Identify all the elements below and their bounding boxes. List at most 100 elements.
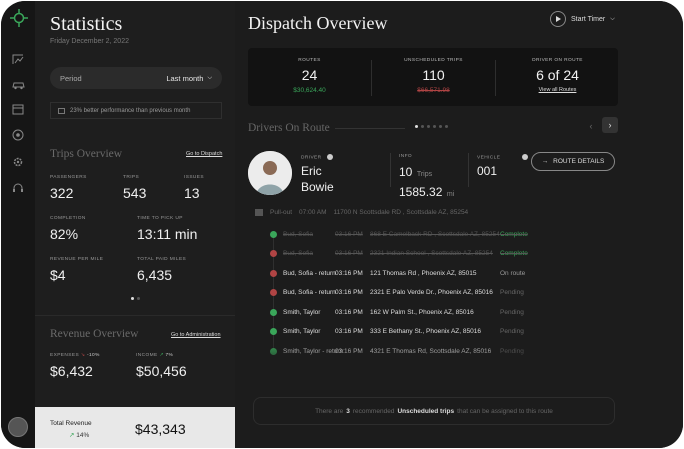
dispatch-summary: ROUTES 24 $30,624.40 UNSCHEDULED TRIPS 1…	[248, 48, 618, 106]
stop-time: 03:16 PM	[335, 230, 363, 238]
start-timer-button[interactable]: Start Timer ⌵	[550, 11, 615, 27]
stop-status-dot	[270, 230, 277, 238]
divider	[35, 315, 235, 316]
stop-status-dot	[270, 289, 277, 296]
trip-info: INFO 10 Trips 1585.32 mi	[399, 154, 455, 199]
total-revenue-label: Total Revenue	[50, 420, 92, 427]
stop-status: Pending	[500, 289, 524, 296]
unscheduled-summary: UNSCHEDULED TRIPS 110 $66,571.98	[404, 58, 463, 94]
stop-status: Complete	[500, 250, 528, 257]
stop-time: 03:16 PM	[335, 269, 363, 277]
route-stop-row[interactable]: Bud, Sofia - return 03:16 PM 2321 E Palo V…	[270, 287, 524, 299]
route-stop-row[interactable]: Smith, Taylor 03:16 PM 162 W Palm St., Pho…	[270, 306, 524, 318]
revenue-per-mile-stat: REVENUE PER MILE $4	[50, 257, 104, 283]
stop-status-dot	[270, 250, 277, 257]
garage-icon	[255, 209, 263, 216]
calendar-icon[interactable]	[11, 102, 25, 116]
statistics-panel: Statistics Friday December 2, 2022 Perio…	[35, 1, 235, 448]
total-revenue-value: $43,343	[135, 421, 186, 437]
stop-time: 03:16 PM	[335, 308, 363, 316]
trips-overview-heading: Trips Overview	[50, 148, 123, 160]
paid-miles-stat: TOTAL PAID MILES 6,435	[137, 257, 187, 283]
total-revenue-change: ↗ 14%	[69, 432, 90, 439]
dashboard-icon[interactable]	[11, 53, 25, 67]
stop-passenger: Bud, Sofia - return	[283, 269, 336, 277]
driver-first-name: Eric	[301, 164, 322, 179]
period-label: Period	[60, 73, 82, 83]
issues-stat: ISSUES 13	[184, 175, 204, 201]
user-avatar[interactable]	[8, 417, 28, 437]
total-revenue-card: Total Revenue ↗ 14% $43,343	[35, 407, 235, 448]
stop-address: 2321 Indian School , Scottsdale AZ, 8525…	[370, 250, 493, 257]
stop-status: Complete	[500, 230, 528, 238]
stop-address: 162 W Palm St., Phoenix AZ, 85016	[370, 308, 474, 316]
route-stop-row[interactable]: Bud, Sofia 03:16 PM 2321 Indian School , S…	[270, 248, 528, 260]
go-to-administration-link[interactable]: Go to Administration	[171, 332, 221, 338]
settings-icon[interactable]	[11, 155, 25, 169]
trips-stat: TRIPS 543	[123, 175, 147, 201]
info-icon	[327, 154, 334, 160]
expenses-stat: EXPENSES ↘ -10% $6,432	[50, 353, 100, 379]
dispatch-title: Dispatch Overview	[248, 13, 388, 33]
routes-summary: ROUTES 24 $30,624.40	[293, 58, 326, 94]
stop-passenger: Bud, Sofia	[283, 250, 313, 257]
stop-address: 121 Thomas Rd , Phoenix AZ, 85015	[370, 269, 477, 277]
nav-rail	[1, 1, 35, 448]
pullout-row: Pull-out 07:00 AM 11700 N Scottsdale RD …	[255, 209, 468, 216]
next-driver-button[interactable]: ›	[602, 117, 618, 133]
previous-driver-button[interactable]: ‹	[589, 121, 593, 131]
chevron-down-icon: ⌵	[207, 74, 212, 81]
performance-note: 23% better performance than previous mon…	[50, 102, 222, 119]
arrow-right-icon: →	[541, 158, 549, 165]
logo-icon	[10, 9, 28, 27]
route-details-button[interactable]: → ROUTE DETAILS	[531, 152, 615, 171]
stop-passenger: Bud, Sofia	[283, 230, 313, 238]
stop-passenger: Smith, Taylor	[283, 308, 321, 316]
route-stop-row[interactable]: Smith, Taylor 03:16 PM 333 E Bethany St., …	[270, 326, 524, 338]
trend-up-icon: ↗	[159, 353, 164, 358]
unscheduled-trips-link: Unscheduled trips	[397, 407, 455, 415]
divider	[335, 128, 405, 129]
revenue-overview-heading: Revenue Overview	[50, 328, 139, 340]
stop-passenger: Smith, Taylor	[283, 328, 321, 335]
driver-last-name: Bowie	[301, 180, 334, 195]
driver-info: DRIVER Eric Bowie	[301, 154, 334, 195]
recommendation-banner[interactable]: There are 3 recommended Unscheduled trip…	[253, 397, 615, 425]
chart-icon	[58, 107, 65, 114]
stop-time: 03:16 PM	[335, 289, 363, 296]
route-stop-row[interactable]: Bud, Sofia - return 03:16 PM 121 Thomas Rd…	[270, 267, 525, 279]
route-stop-row[interactable]: Bud, Sofia 03:16 PM 868 E Camelback RD , S…	[270, 228, 528, 240]
stop-status-dot	[270, 328, 277, 335]
current-date: Friday December 2, 2022	[50, 38, 129, 45]
passengers-stat: PASSENGERS 322	[50, 175, 87, 201]
stop-status: On route	[500, 269, 526, 277]
completion-stat: COMPLETION 82%	[50, 216, 86, 242]
stop-status-dot	[270, 308, 277, 316]
trend-down-icon: ↘	[80, 353, 86, 358]
go-to-dispatch-link[interactable]: Go to Dispatch	[186, 151, 223, 157]
chevron-down-icon: ⌵	[610, 15, 615, 22]
driver-pagination-dots[interactable]	[415, 125, 448, 128]
view-all-routes-link[interactable]: View all Routes	[538, 87, 577, 93]
vehicle-info: VEHICLE 001	[477, 154, 529, 178]
stop-address: 333 E Bethany St., Phoenix AZ, 85016	[370, 328, 481, 335]
headset-icon[interactable]	[11, 181, 25, 195]
play-icon	[550, 11, 566, 27]
stop-status-dot	[270, 269, 277, 277]
stop-status: Pending	[500, 328, 524, 335]
carousel-dots[interactable]	[131, 297, 140, 300]
stop-time: 03:16 PM	[335, 250, 363, 257]
statistics-title: Statistics	[50, 13, 123, 35]
drivers-on-route-heading: Drivers On Route	[248, 122, 330, 134]
dispatch-panel: Dispatch Overview Start Timer ⌵ ROUTES 2…	[235, 1, 683, 448]
stop-address: 2321 E Palo Verde Dr., Phoenix AZ, 85016	[370, 289, 493, 296]
stop-time: 03:16 PM	[335, 328, 363, 335]
info-icon	[522, 154, 529, 160]
stop-passenger: Bud, Sofia - return	[283, 289, 336, 296]
location-icon[interactable]	[11, 128, 25, 142]
pickup-time-stat: TIME TO PICK UP 13:11 min	[137, 216, 198, 242]
period-select[interactable]: Period Last month ⌵	[50, 67, 222, 89]
stop-address: 868 E Camelback RD , Scottsdale AZ, 8525…	[370, 230, 500, 238]
car-icon[interactable]	[11, 78, 25, 92]
